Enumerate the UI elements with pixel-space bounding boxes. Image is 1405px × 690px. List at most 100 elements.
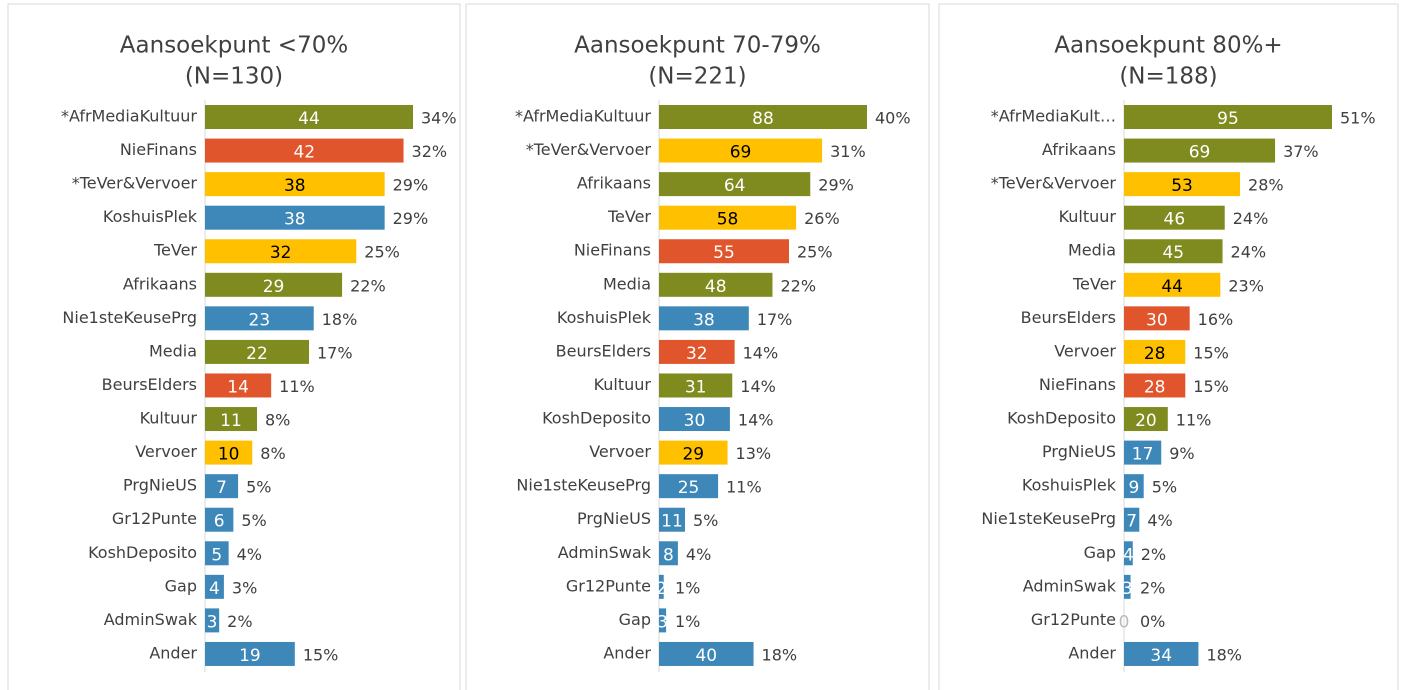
- bar: [205, 138, 404, 163]
- bar: [659, 474, 719, 499]
- percent-label: 4%: [686, 545, 711, 564]
- value-label: 42: [293, 143, 315, 163]
- panel: [465, 3, 930, 690]
- category-label: Media: [603, 274, 651, 293]
- bar: [205, 608, 220, 633]
- value-label: 48: [705, 277, 727, 297]
- category-label: Nie1steKeusePrg: [981, 509, 1116, 528]
- category-label: *AfrMediaKultuur: [515, 107, 651, 126]
- bar: [1124, 373, 1186, 398]
- value-label: 30: [1146, 310, 1168, 330]
- value-label: 3: [1122, 579, 1133, 599]
- category-label: *AfrMediaKultuur: [61, 107, 197, 126]
- category-label: Vervoer: [589, 442, 651, 461]
- category-label: *AfrMediaKult…: [991, 107, 1116, 126]
- percent-label: 3%: [232, 578, 257, 597]
- bar: [205, 373, 272, 398]
- percent-label: 14%: [743, 343, 779, 362]
- bar: [659, 172, 811, 197]
- chart-title: Aansoekpunt <70%: [120, 33, 348, 59]
- percent-label: 17%: [757, 310, 793, 329]
- value-label: 69: [730, 143, 752, 163]
- category-label: Nie1steKeusePrg: [516, 476, 651, 495]
- bar: [659, 608, 667, 633]
- percent-label: 23%: [1228, 276, 1264, 295]
- value-label: 28: [1144, 344, 1166, 364]
- category-label: *TeVer&Vervoer: [526, 140, 652, 159]
- percent-label: 15%: [1193, 343, 1229, 362]
- percent-label: 28%: [1248, 176, 1284, 195]
- value-label: 45: [1162, 243, 1184, 263]
- percent-label: 14%: [738, 411, 774, 430]
- bar: [205, 574, 224, 599]
- value-label: 32: [270, 243, 292, 263]
- category-label: KoshuisPlek: [103, 207, 198, 226]
- value-label: 11: [661, 512, 683, 532]
- value-label: 58: [717, 210, 739, 230]
- bar: [205, 306, 314, 331]
- percent-label: 5%: [241, 511, 266, 530]
- percent-label: 11%: [279, 377, 315, 396]
- percent-label: 32%: [412, 142, 448, 161]
- percent-label: 34%: [421, 109, 457, 128]
- bar: [205, 440, 253, 465]
- percent-label: 24%: [1233, 209, 1269, 228]
- chart-subtitle: (N=130): [185, 64, 283, 90]
- value-label: 14: [227, 377, 249, 397]
- bar: [1124, 239, 1223, 264]
- category-label: Media: [149, 341, 197, 360]
- percent-label: 31%: [830, 142, 866, 161]
- value-label: 25: [678, 478, 700, 498]
- bar: [1124, 205, 1225, 230]
- value-label: 8: [663, 545, 674, 565]
- bar: [205, 172, 385, 197]
- bar: [1124, 138, 1276, 163]
- percent-label: 22%: [780, 276, 816, 295]
- category-label: Kultuur: [1059, 207, 1117, 226]
- category-label: Nie1steKeusePrg: [62, 308, 197, 327]
- category-label: PrgNieUS: [123, 476, 197, 495]
- category-label: Media: [1068, 241, 1116, 260]
- bar: [205, 105, 413, 129]
- bar: [1124, 172, 1241, 197]
- percent-label: 18%: [762, 645, 798, 664]
- chart-title: Aansoekpunt 80%+: [1054, 33, 1282, 59]
- value-label: 4: [1123, 545, 1134, 565]
- percent-label: 22%: [350, 276, 386, 295]
- bar: [205, 641, 295, 666]
- percent-label: 24%: [1231, 243, 1267, 262]
- category-label: BeursElders: [1021, 308, 1116, 327]
- value-label: 4: [209, 579, 220, 599]
- value-label: 5: [211, 545, 222, 565]
- value-label: 29: [682, 445, 704, 465]
- category-label: Afrikaans: [1042, 140, 1116, 159]
- bar: [1124, 574, 1131, 599]
- value-label: 20: [1135, 411, 1157, 431]
- value-label: 44: [1161, 277, 1183, 297]
- percent-label: 29%: [393, 176, 429, 195]
- percent-label: 2%: [227, 612, 252, 631]
- chart-title: Aansoekpunt 70-79%: [574, 33, 821, 59]
- bar: [1124, 105, 1332, 129]
- value-label: 32: [686, 344, 708, 364]
- value-label: 31: [685, 377, 707, 397]
- category-label: KoshDeposito: [542, 409, 651, 428]
- value-label: 17: [1132, 445, 1154, 465]
- bar: [659, 272, 773, 297]
- bar: [1124, 407, 1168, 432]
- category-label: Gap: [1084, 543, 1116, 562]
- bar: [205, 541, 229, 566]
- bar: [659, 641, 754, 666]
- percent-label: 25%: [797, 243, 833, 262]
- percent-label: 9%: [1169, 444, 1194, 463]
- bar: [659, 138, 823, 163]
- percent-label: 29%: [818, 176, 854, 195]
- bar: [205, 339, 309, 364]
- value-label: 38: [693, 310, 715, 330]
- value-label: 22: [246, 344, 268, 364]
- bar: [1124, 541, 1133, 566]
- category-label: AdminSwak: [558, 543, 652, 562]
- percent-label: 5%: [1152, 478, 1177, 497]
- category-label: Gr12Punte: [112, 509, 197, 528]
